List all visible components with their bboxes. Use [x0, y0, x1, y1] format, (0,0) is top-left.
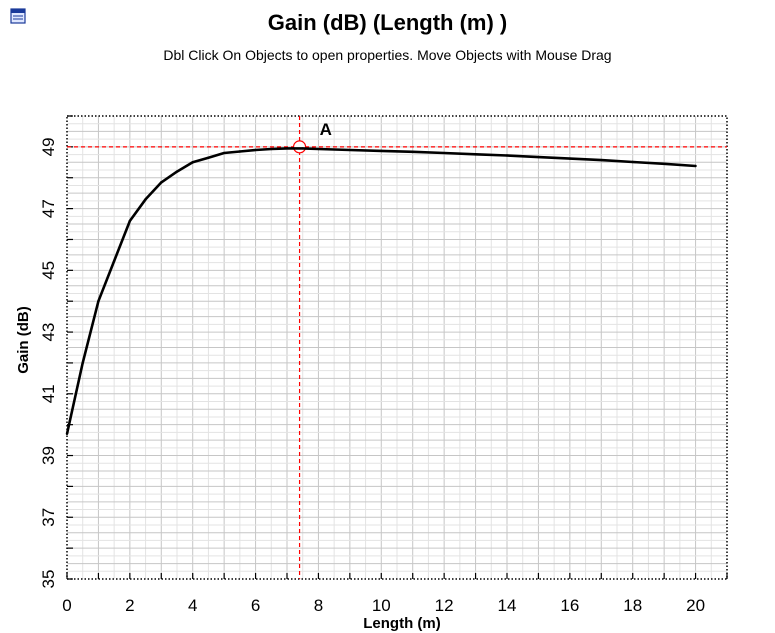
x-axis-label[interactable]: Length (m) [363, 615, 440, 632]
gain-data-point[interactable] [97, 300, 100, 303]
gain-data-point[interactable] [348, 148, 352, 152]
gain-data-point[interactable] [285, 147, 289, 150]
gain-data-point[interactable] [411, 150, 414, 154]
x-tick-label: 2 [125, 596, 134, 615]
x-tick-label: 6 [251, 596, 260, 615]
gain-data-point[interactable] [317, 147, 320, 151]
gain-data-point[interactable] [474, 153, 477, 156]
gain-data-point[interactable] [631, 160, 634, 164]
y-tick-label: 49 [39, 137, 58, 156]
y-axis-label[interactable]: Gain (dB) [15, 306, 32, 374]
gain-data-point[interactable] [222, 151, 226, 155]
gain-data-point[interactable] [537, 155, 540, 159]
x-tick-label: 10 [372, 596, 391, 615]
x-tick-label: 20 [686, 596, 705, 615]
x-tick-label: 18 [623, 596, 642, 615]
gain-data-point[interactable] [254, 148, 257, 152]
chart-subtitle: Dbl Click On Objects to open properties.… [163, 47, 612, 63]
gain-data-point[interactable] [568, 157, 572, 160]
gain-data-point[interactable] [128, 219, 132, 223]
grid [67, 116, 727, 579]
chart-window-icon[interactable] [10, 8, 26, 24]
plot-frame [66, 115, 728, 580]
y-tick-label: 35 [39, 570, 58, 589]
gain-data-point[interactable] [81, 361, 84, 365]
y-tick-label: 47 [39, 199, 58, 218]
x-tick-label: 12 [435, 596, 454, 615]
gain-data-point[interactable] [301, 147, 304, 150]
x-tick-label: 16 [560, 596, 579, 615]
y-tick-labels: 35 37 39 41 43 45 47 49 [39, 137, 58, 588]
marker-layer[interactable]: A [67, 116, 727, 579]
gain-data-point[interactable] [144, 198, 147, 201]
x-tick-labels: 0 2 4 6 8 10 12 14 16 18 20 [62, 596, 705, 615]
x-tick-label: 8 [314, 596, 323, 615]
gain-data-point[interactable] [270, 147, 273, 151]
gain-data-point[interactable] [442, 151, 446, 155]
gain-data-point[interactable] [175, 170, 179, 173]
gain-data-point[interactable] [207, 156, 210, 159]
gain-data-point[interactable] [380, 149, 383, 153]
marker-a-handle[interactable] [292, 140, 307, 154]
gain-data-point[interactable] [191, 161, 194, 164]
x-tick-label: 0 [62, 596, 71, 615]
gain-data-point[interactable] [662, 162, 666, 166]
marker-a-label[interactable]: A [320, 120, 332, 139]
y-tick-label: 45 [39, 261, 58, 280]
gain-data-point[interactable] [694, 164, 697, 168]
gain-data-point[interactable] [160, 181, 163, 184]
x-tick-label: 4 [188, 596, 197, 615]
x-tick-label: 14 [498, 596, 517, 615]
y-tick-label: 41 [39, 384, 58, 403]
gain-data-point[interactable] [65, 432, 69, 436]
gain-data-point[interactable] [112, 259, 116, 263]
gain-data-point[interactable] [505, 154, 509, 157]
y-tick-label: 37 [39, 508, 58, 527]
gain-data-point[interactable] [238, 150, 242, 153]
y-tick-label: 43 [39, 323, 58, 342]
series-layer[interactable] [65, 147, 697, 436]
gain-data-point[interactable] [600, 158, 603, 162]
y-tick-label: 39 [39, 446, 58, 465]
chart-title[interactable]: Gain (dB) (Length (m) ) [267, 10, 508, 35]
